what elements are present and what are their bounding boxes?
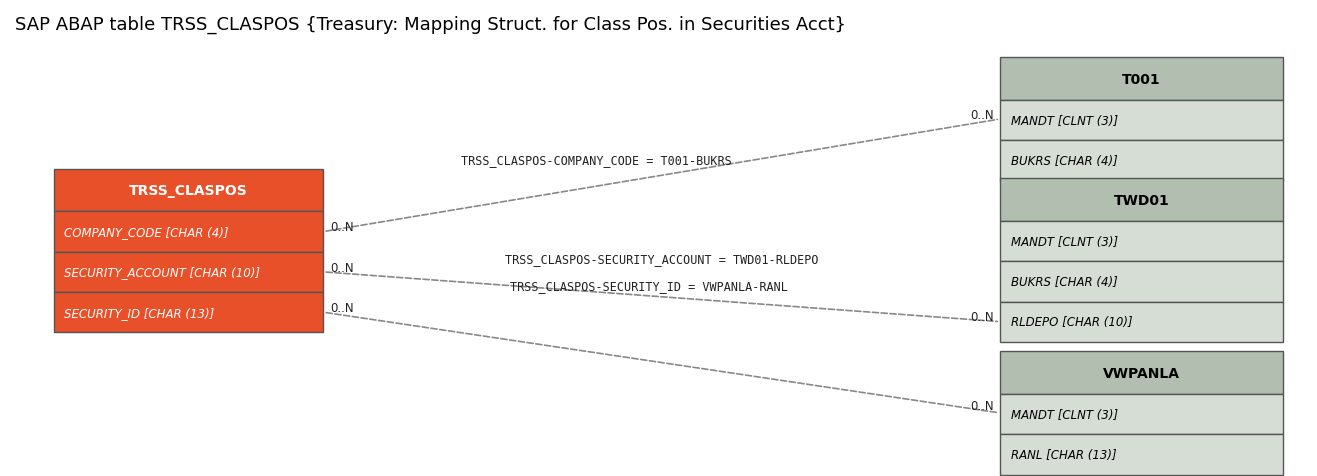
FancyBboxPatch shape (54, 212, 324, 252)
FancyBboxPatch shape (1000, 179, 1283, 221)
Text: SECURITY_ID [CHAR (13)]: SECURITY_ID [CHAR (13)] (65, 306, 215, 319)
Text: 0..N: 0..N (971, 399, 993, 413)
FancyBboxPatch shape (54, 252, 324, 292)
Text: MANDT [CLNT (3)]: MANDT [CLNT (3)] (1010, 235, 1118, 248)
Text: BUKRS [CHAR (4)]: BUKRS [CHAR (4)] (1010, 275, 1117, 288)
Text: 0..N: 0..N (331, 261, 353, 274)
Text: TRSS_CLASPOS-SECURITY_ACCOUNT = TWD01-RLDEPO: TRSS_CLASPOS-SECURITY_ACCOUNT = TWD01-RL… (504, 252, 819, 265)
Text: TWD01: TWD01 (1114, 193, 1169, 207)
Text: COMPANY_CODE [CHAR (4)]: COMPANY_CODE [CHAR (4)] (65, 226, 229, 238)
FancyBboxPatch shape (1000, 262, 1283, 302)
Text: SECURITY_ACCOUNT [CHAR (10)]: SECURITY_ACCOUNT [CHAR (10)] (65, 266, 261, 279)
Text: 0..N: 0..N (971, 109, 993, 121)
FancyBboxPatch shape (54, 292, 324, 333)
Text: TRSS_CLASPOS-COMPANY_CODE = T001-BUKRS: TRSS_CLASPOS-COMPANY_CODE = T001-BUKRS (461, 153, 731, 167)
FancyBboxPatch shape (1000, 141, 1283, 181)
FancyBboxPatch shape (1000, 58, 1283, 101)
FancyBboxPatch shape (1000, 101, 1283, 141)
Text: MANDT [CLNT (3)]: MANDT [CLNT (3)] (1010, 408, 1118, 421)
Text: T001: T001 (1122, 72, 1160, 87)
FancyBboxPatch shape (1000, 302, 1283, 342)
Text: MANDT [CLNT (3)]: MANDT [CLNT (3)] (1010, 114, 1118, 128)
Text: RLDEPO [CHAR (10)]: RLDEPO [CHAR (10)] (1010, 316, 1133, 328)
Text: BUKRS [CHAR (4)]: BUKRS [CHAR (4)] (1010, 155, 1117, 168)
Text: 0..N: 0..N (971, 311, 993, 324)
Text: SAP ABAP table TRSS_CLASPOS {Treasury: Mapping Struct. for Class Pos. in Securit: SAP ABAP table TRSS_CLASPOS {Treasury: M… (14, 16, 846, 34)
FancyBboxPatch shape (1000, 352, 1283, 394)
Text: 0..N: 0..N (331, 221, 353, 234)
FancyBboxPatch shape (1000, 435, 1283, 475)
FancyBboxPatch shape (54, 169, 324, 212)
FancyBboxPatch shape (1000, 221, 1283, 262)
Text: TRSS_CLASPOS: TRSS_CLASPOS (129, 184, 248, 198)
Text: RANL [CHAR (13)]: RANL [CHAR (13)] (1010, 448, 1117, 461)
FancyBboxPatch shape (1000, 394, 1283, 435)
Text: TRSS_CLASPOS-SECURITY_ID = VWPANLA-RANL: TRSS_CLASPOS-SECURITY_ID = VWPANLA-RANL (510, 279, 788, 292)
Text: VWPANLA: VWPANLA (1102, 366, 1180, 380)
Text: 0..N: 0..N (331, 301, 353, 314)
